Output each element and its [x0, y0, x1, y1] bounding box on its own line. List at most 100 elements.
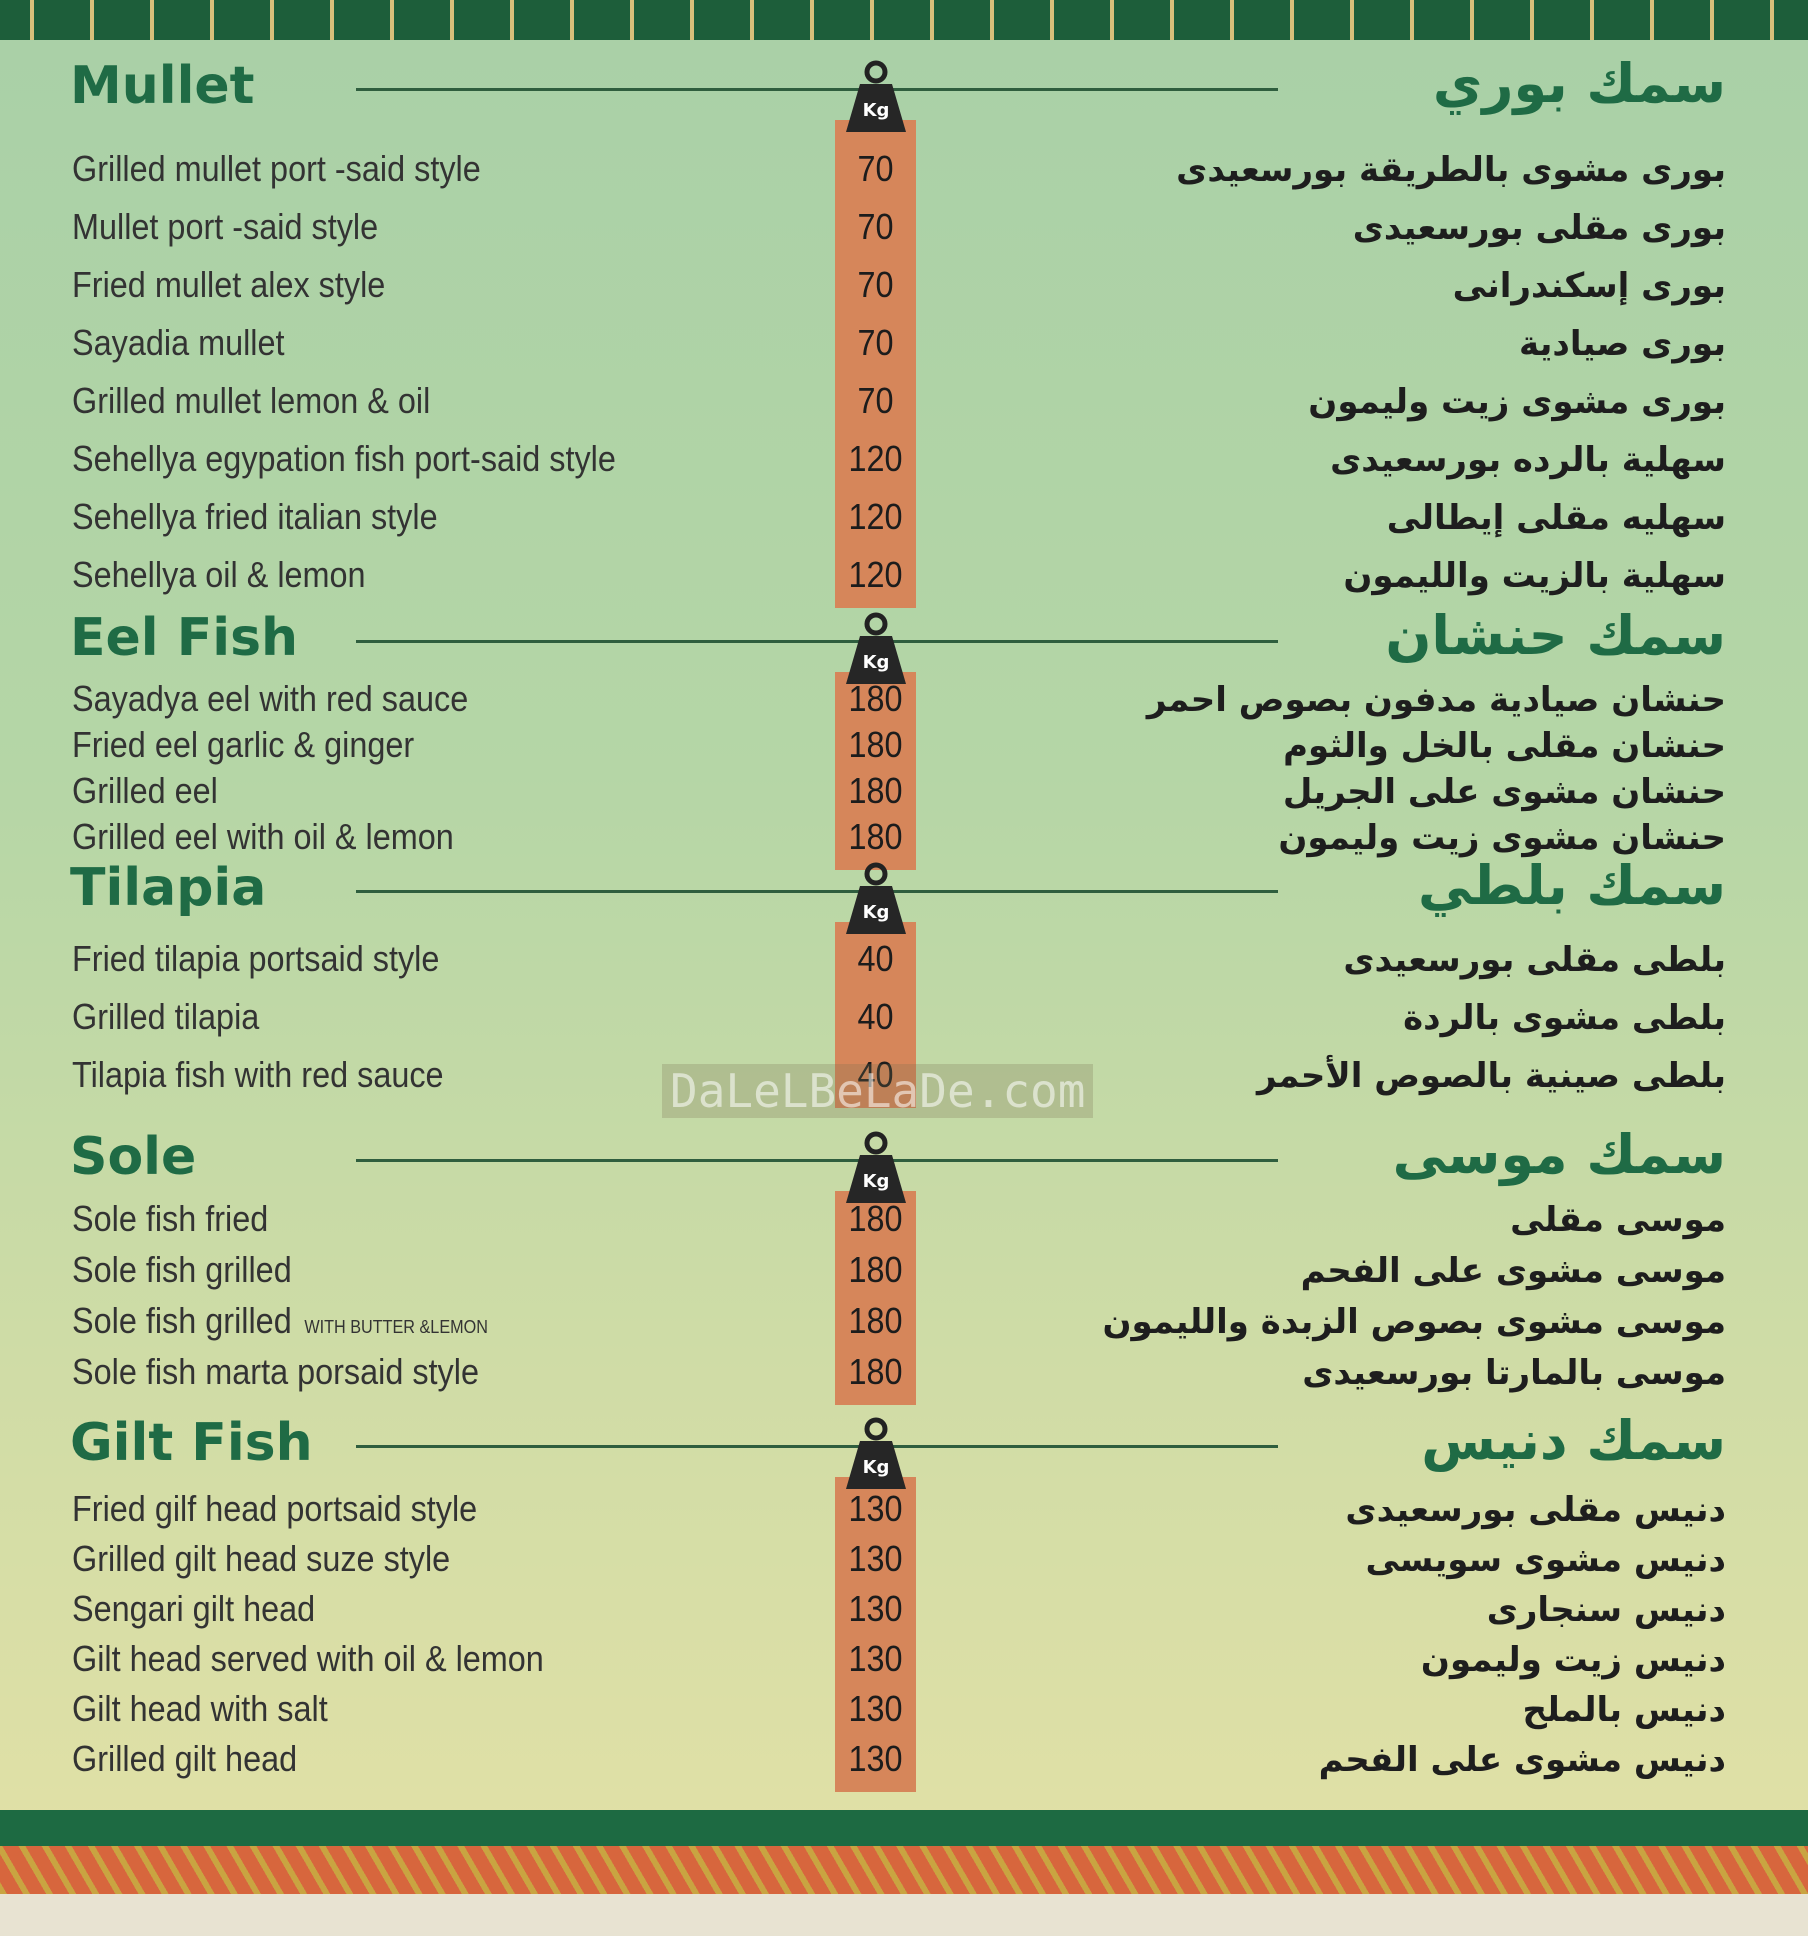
item-name-ar: دنيس مقلى بورسعيدى — [1345, 1490, 1726, 1530]
item-price: 180 — [848, 816, 903, 857]
weight-ring — [864, 612, 887, 636]
item-name-en: Sayadia mullet — [72, 322, 285, 364]
weight-icon: Kg — [845, 1417, 906, 1489]
weight-body — [845, 636, 906, 684]
item-price: 180 — [848, 770, 903, 811]
price-column — [835, 1191, 916, 1405]
section-title-en: Sole — [70, 1127, 197, 1187]
item-name-text: Sole fish grilled — [72, 1300, 292, 1341]
weight-ring — [864, 1131, 887, 1155]
section-title-ar: سمك بوري — [1432, 52, 1726, 115]
item-name-en: Gilt head with salt — [72, 1688, 328, 1730]
bottom-band — [0, 1810, 1808, 1846]
weight-unit: Kg — [862, 1457, 889, 1478]
item-name-text: Sehellya oil & lemon — [72, 554, 366, 595]
item-name-en: Tilapia fish with red sauce — [72, 1054, 444, 1096]
weight-unit: Kg — [862, 652, 889, 673]
item-price: 120 — [848, 554, 903, 595]
item-name-en: Sole fish marta porsaid style — [72, 1351, 479, 1393]
item-name-en: Fried tilapia portsaid style — [72, 938, 439, 980]
item-price: 40 — [857, 996, 894, 1037]
weight-ring — [864, 60, 887, 84]
item-price: 130 — [848, 1588, 903, 1629]
item-name-en: Grilled eel — [72, 770, 218, 812]
item-name-text: Sole fish fried — [72, 1198, 269, 1239]
item-name-ar: دنيس بالملح — [1522, 1690, 1726, 1730]
item-name-ar: سهلية بالزيت والليمون — [1343, 556, 1726, 596]
item-price: 130 — [848, 1488, 903, 1529]
weight-body — [845, 84, 906, 132]
item-name-text: Fried tilapia portsaid style — [72, 938, 440, 979]
item-name-text: Sengari gilt head — [72, 1588, 316, 1629]
item-price: 180 — [848, 1249, 903, 1290]
item-name-en: Sehellya fried italian style — [72, 496, 438, 538]
item-price: 130 — [848, 1738, 903, 1779]
weight-icon: Kg — [845, 1131, 906, 1203]
item-name-ar: بورى مقلى بورسعيدى — [1352, 208, 1726, 248]
header-rule — [356, 1159, 1278, 1162]
item-price: 120 — [848, 496, 903, 537]
price-column — [835, 1477, 916, 1792]
item-name-ar: حنشان مشوى على الجريل — [1282, 772, 1726, 812]
section-title-en: Eel Fish — [70, 608, 299, 668]
item-name-ar: بورى مشوى بالطريقة بورسعيدى — [1176, 150, 1726, 190]
section-title-en: Gilt Fish — [70, 1413, 313, 1473]
item-name-en: Sayadya eel with red sauce — [72, 678, 468, 720]
section-title-en: Mullet — [70, 56, 255, 116]
weight-unit: Kg — [862, 902, 889, 923]
item-name-en: Sole fish grilled — [72, 1249, 292, 1291]
item-name-en: Grilled mullet port -said style — [72, 148, 481, 190]
item-name-en: Grilled tilapia — [72, 996, 259, 1038]
item-name-text: Gilt head served with oil & lemon — [72, 1638, 544, 1679]
item-name-text: Gilt head with salt — [72, 1688, 328, 1729]
weight-icon: Kg — [845, 60, 906, 132]
header-rule — [356, 890, 1278, 893]
item-name-ar: دنيس سنجارى — [1486, 1590, 1726, 1630]
price-column — [835, 672, 916, 870]
item-note: WITH BUTTER &LEMON — [304, 1317, 488, 1337]
item-name-text: Sayadia mullet — [72, 322, 285, 363]
item-name-ar: دنيس مشوى على الفحم — [1318, 1740, 1726, 1780]
item-name-text: Grilled eel with oil & lemon — [72, 816, 454, 857]
item-name-ar: حنشان مقلى بالخل والثوم — [1283, 726, 1726, 766]
item-name-text: Fried gilf head portsaid style — [72, 1488, 478, 1529]
item-price: 130 — [848, 1688, 903, 1729]
weight-ring — [864, 862, 887, 886]
item-name-text: Mullet port -said style — [72, 206, 379, 247]
section-title-ar: سمك دنيس — [1421, 1409, 1726, 1472]
section-title-en: Tilapia — [70, 858, 267, 918]
section-title-ar: سمك موسى — [1392, 1123, 1726, 1186]
top-border — [0, 0, 1808, 40]
item-price: 130 — [848, 1638, 903, 1679]
weight-body — [845, 1155, 906, 1203]
item-name-text: Fried eel garlic & ginger — [72, 724, 415, 765]
item-name-ar: بورى صيادية — [1519, 324, 1726, 364]
item-price: 180 — [848, 1351, 903, 1392]
item-name-en: Sole fish fried — [72, 1198, 268, 1240]
item-name-en: Sole fish grilled WITH BUTTER &LEMON — [72, 1300, 488, 1342]
item-name-en: Sehellya egypation fish port-said style — [72, 438, 616, 480]
item-name-en: Sehellya oil & lemon — [72, 554, 366, 596]
header-rule — [356, 1445, 1278, 1448]
item-name-ar: سهليه مقلى إيطالى — [1386, 498, 1726, 538]
item-name-ar: موسى مشوى على الفحم — [1300, 1251, 1726, 1291]
item-name-text: Sole fish grilled — [72, 1249, 292, 1290]
item-name-ar: بلطى صينية بالصوص الأحمر — [1256, 1056, 1726, 1096]
item-name-ar: دنيس مشوى سويسى — [1365, 1540, 1726, 1580]
item-price: 180 — [848, 1300, 903, 1341]
item-name-en: Fried mullet alex style — [72, 264, 385, 306]
item-name-en: Grilled eel with oil & lemon — [72, 816, 454, 858]
weight-ring — [864, 1417, 887, 1441]
item-name-text: Sayadya eel with red sauce — [72, 678, 469, 719]
bottom-pattern — [0, 1846, 1808, 1894]
item-name-text: Grilled mullet port -said style — [72, 148, 481, 189]
item-name-en: Fried eel garlic & ginger — [72, 724, 414, 766]
item-price: 70 — [857, 264, 894, 305]
item-name-en: Sengari gilt head — [72, 1588, 315, 1630]
weight-unit: Kg — [862, 100, 889, 121]
weight-icon: Kg — [845, 612, 906, 684]
item-price: 70 — [857, 380, 894, 421]
item-name-text: Sehellya fried italian style — [72, 496, 438, 537]
section-title-ar: سمك بلطي — [1418, 854, 1726, 917]
